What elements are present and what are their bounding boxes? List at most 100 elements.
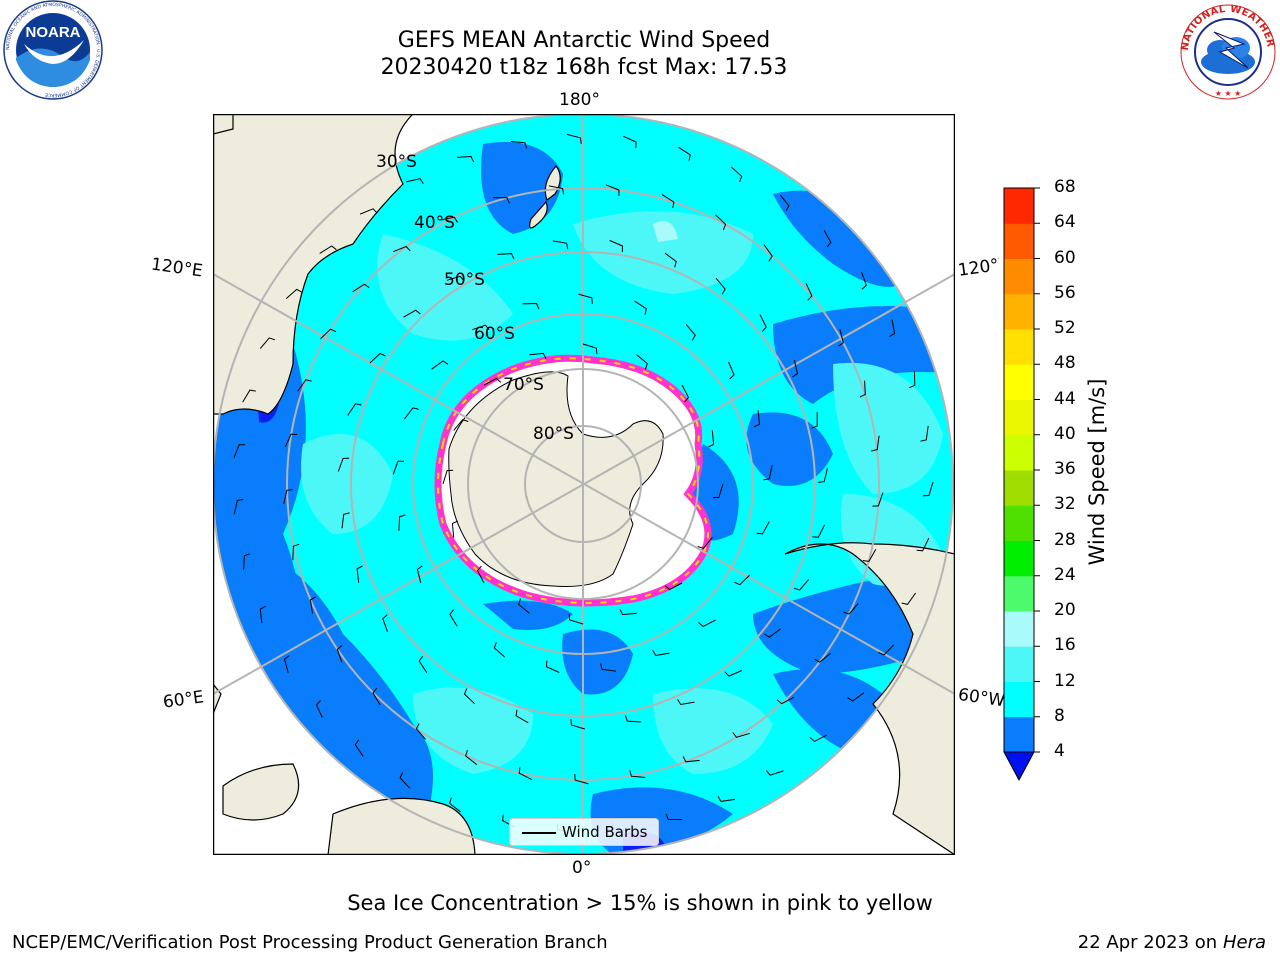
wind-barb [568,613,584,625]
colorbar-tick-label: 44 [1054,388,1076,409]
chart-title: GEFS MEAN Antarctic Wind Speed [397,28,771,53]
colorbar-tick-label: 4 [1054,741,1065,761]
colorbar-tick-label: 40 [1054,423,1076,444]
lon-label-60e: 60°E [161,687,206,713]
polar-map [213,114,955,855]
wind-barb [652,650,670,657]
wind-barb [415,723,426,740]
wind-barb [605,184,620,196]
wind-barb [600,663,616,672]
wind-barb [233,444,246,458]
colorbar-tick-label: 60 [1054,247,1076,268]
wind-barb [792,359,799,378]
wind-barb [284,433,298,448]
legend-label: Wind Barbs [562,823,648,841]
colorbar-segment [1004,364,1034,400]
wind-barb [779,194,790,212]
wind-barb [552,240,569,250]
colorbar-segment [1004,434,1034,471]
wind-barb [449,797,462,813]
wind-barb [728,361,735,380]
lon-label-180: 180° [559,90,600,110]
colorbar-tick-label: 52 [1054,318,1076,338]
wind-barb [619,609,637,616]
wind-barb [712,483,724,499]
wind-barb [859,380,866,398]
wind-barb [809,734,828,743]
wind-barb [319,245,337,254]
lat-label-30s: 30°S [376,152,417,172]
wind-barb [372,687,381,706]
wind-barb [309,596,316,614]
wind-barb [623,135,637,149]
wind-barb [582,343,598,355]
wind-barb [352,283,370,293]
wind-barb [682,756,700,763]
wind-barb [497,253,515,260]
wind-barb [823,229,832,248]
wind-barb [661,194,675,209]
land [213,114,955,855]
wind-barb [406,178,424,184]
chart-subtitle: 20230420 t18z 168h fcst Max: 17.53 [380,55,788,80]
lat-label-40s: 40°S [414,213,455,233]
wind-barb [634,300,647,315]
wind-barb [776,696,795,705]
colorbar-tick-label: 12 [1054,670,1076,691]
colorbar-label: Wind Speed [m/s] [1085,378,1109,566]
wind-barb [457,155,475,163]
wind-barb [356,565,363,583]
wind-barb [574,774,589,785]
wind-barb [398,514,406,531]
colorbar-tick-label: 28 [1054,529,1076,550]
wind-barb [624,715,642,723]
lon-label-120w: 120°W [956,255,1002,281]
wind-barb [847,692,865,702]
wind-barb [320,328,337,340]
wind-barb [756,521,770,535]
wind-barb [665,813,683,821]
wind-barb [732,732,751,738]
wind-barb [629,770,646,778]
wind-barb [812,524,826,538]
wind-barb [681,384,690,403]
wind-barb [476,565,485,584]
wind-barb [715,277,726,295]
wind-barb [609,240,624,253]
wind-barb [636,354,648,370]
wind-barb [715,214,727,231]
wind-barb [315,700,323,718]
colorbar-tick-label: 68 [1054,177,1076,197]
lon-label-120e: 120°E [149,254,204,282]
colorbar-segment [1004,399,1034,436]
wind-barb [529,352,547,359]
wind-barb [242,389,256,403]
wind-barb [862,548,877,562]
colorbar-segment [1004,505,1034,541]
wind-barb [359,208,378,215]
wind-barb [522,302,540,310]
wind-barb [811,412,818,429]
run-date: 22 Apr 2023 on Hera [1078,932,1266,953]
wind-barb [578,293,593,304]
colorbar-tick-label: 64 [1054,212,1076,233]
colorbar-tick-label: 8 [1054,705,1065,726]
wind-barb [418,655,428,674]
colorbar-tick-label: 32 [1054,494,1076,515]
run-date-text: 22 Apr 2023 on [1077,932,1218,953]
wind-barb [518,767,533,781]
wind-barb [449,609,458,627]
wind-barb [453,419,469,431]
wind-barb [843,603,859,615]
colorbar-tick-label: 16 [1054,635,1076,656]
lon-label-60w: 60°W [956,684,1006,712]
map-legend: Wind Barbs [509,818,659,846]
colorbar-segment [1004,293,1034,330]
wind-barb [920,425,929,442]
wind-barb [548,185,565,195]
wind-barb [889,319,896,338]
wind-barb [451,520,458,538]
colorbar-segment [1004,258,1034,295]
branch-credit: NCEP/EMC/Verification Post Processing Pr… [12,932,608,953]
wind-barb [446,275,465,282]
